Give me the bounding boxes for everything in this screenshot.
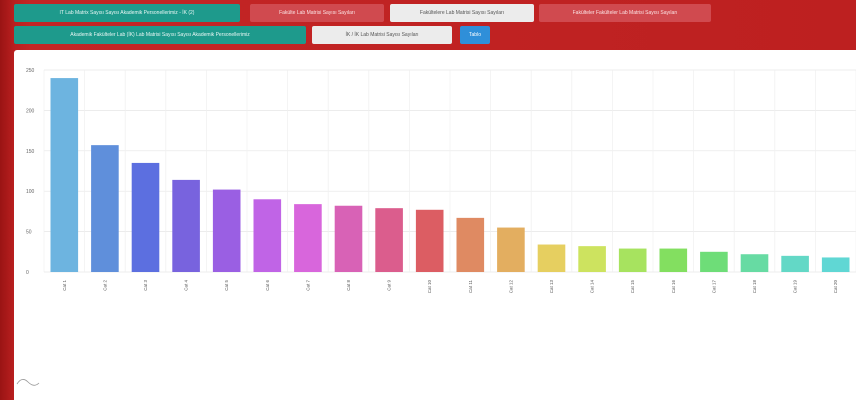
tab-ik-lab-matrisi[interactable]: İK / İK Lab Matrisi Sayısı Sayıları [312,26,452,44]
bar[interactable] [50,78,79,272]
x-tick-label: Cat 16 [671,280,676,294]
bar[interactable] [294,204,322,272]
x-tick-label: Cat 14 [590,280,595,294]
bar[interactable] [740,254,769,272]
x-tick-label: Cat 1 [62,280,67,291]
y-tick-label: 200 [26,108,35,114]
x-tick-label: Cat 2 [102,280,107,291]
tab-fakulte-lab-matrisi[interactable]: Fakülte Lab Matrisi Sayısı Sayıları [250,4,384,22]
x-tick-label: Cat 11 [468,280,473,293]
x-tick-label: Cat 19 [793,280,798,294]
tab-it-lab-matrix[interactable]: IT Lab Matrix Sayısı Sayısı Akademik Per… [14,4,240,22]
x-tick-label: Cat 7 [305,280,310,291]
x-tick-label: Cat 12 [508,280,513,294]
tab-akademik-fakulteler[interactable]: Akademik Fakülteler Lab (İK) Lab Matrisi… [14,26,306,44]
x-tick-label: Cat 10 [427,280,432,294]
x-tick-label: Cat 9 [387,280,392,291]
tablo-button[interactable]: Tablo [460,26,490,44]
bar-chart: 0 50 100 150 200 250 Cat 1 Cat 2 Cat 3 Cat 4 Cat 5… [26,68,856,294]
bar[interactable] [700,251,728,272]
x-tick-label: Cat 4 [184,280,189,291]
bar[interactable] [253,199,282,272]
y-tick-label: 0 [26,270,29,276]
bar[interactable] [821,257,850,272]
bar[interactable] [212,189,241,272]
bar[interactable] [659,248,688,272]
x-tick-label: Cat 5 [224,280,229,291]
bar[interactable] [781,255,809,272]
bar[interactable] [618,248,647,272]
bar[interactable] [334,205,363,272]
y-tick-label: 250 [26,68,35,74]
bar[interactable] [456,217,485,272]
x-tick-label: Cat 17 [711,280,716,294]
x-tick-label: Cat 13 [549,280,554,294]
corner-line-icon [16,379,40,386]
bar[interactable] [131,162,160,272]
x-tick-label: Cat 15 [630,280,635,294]
y-tick-label: 100 [26,189,35,195]
bar[interactable] [497,227,525,272]
x-tick-label: Cat 8 [346,280,351,291]
tab-fakultelere-lab-matrisi[interactable]: Fakültelere Lab Matrisi Sayısı Sayıları [390,4,534,22]
bar[interactable] [415,209,444,272]
y-tick-label: 50 [26,230,32,236]
tab-fakulteler-lab-matrisi[interactable]: Fakülteler Fakülteler Lab Matrisi Sayısı… [539,4,711,22]
chart-panel: 0 50 100 150 200 250 Cat 1 Cat 2 Cat 3 Cat 4 Cat 5… [14,50,856,400]
bar[interactable] [375,208,403,272]
y-tick-label: 150 [26,149,35,155]
bar[interactable] [91,145,119,272]
tab-bar: IT Lab Matrix Sayısı Sayısı Akademik Per… [14,4,856,48]
x-tick-label: Cat 20 [833,280,838,294]
bar[interactable] [578,246,606,272]
x-tick-label: Cat 3 [143,280,148,291]
x-tick-label: Cat 6 [265,280,270,291]
bar[interactable] [537,244,566,272]
x-tick-label: Cat 18 [752,280,757,294]
bar[interactable] [172,179,200,272]
